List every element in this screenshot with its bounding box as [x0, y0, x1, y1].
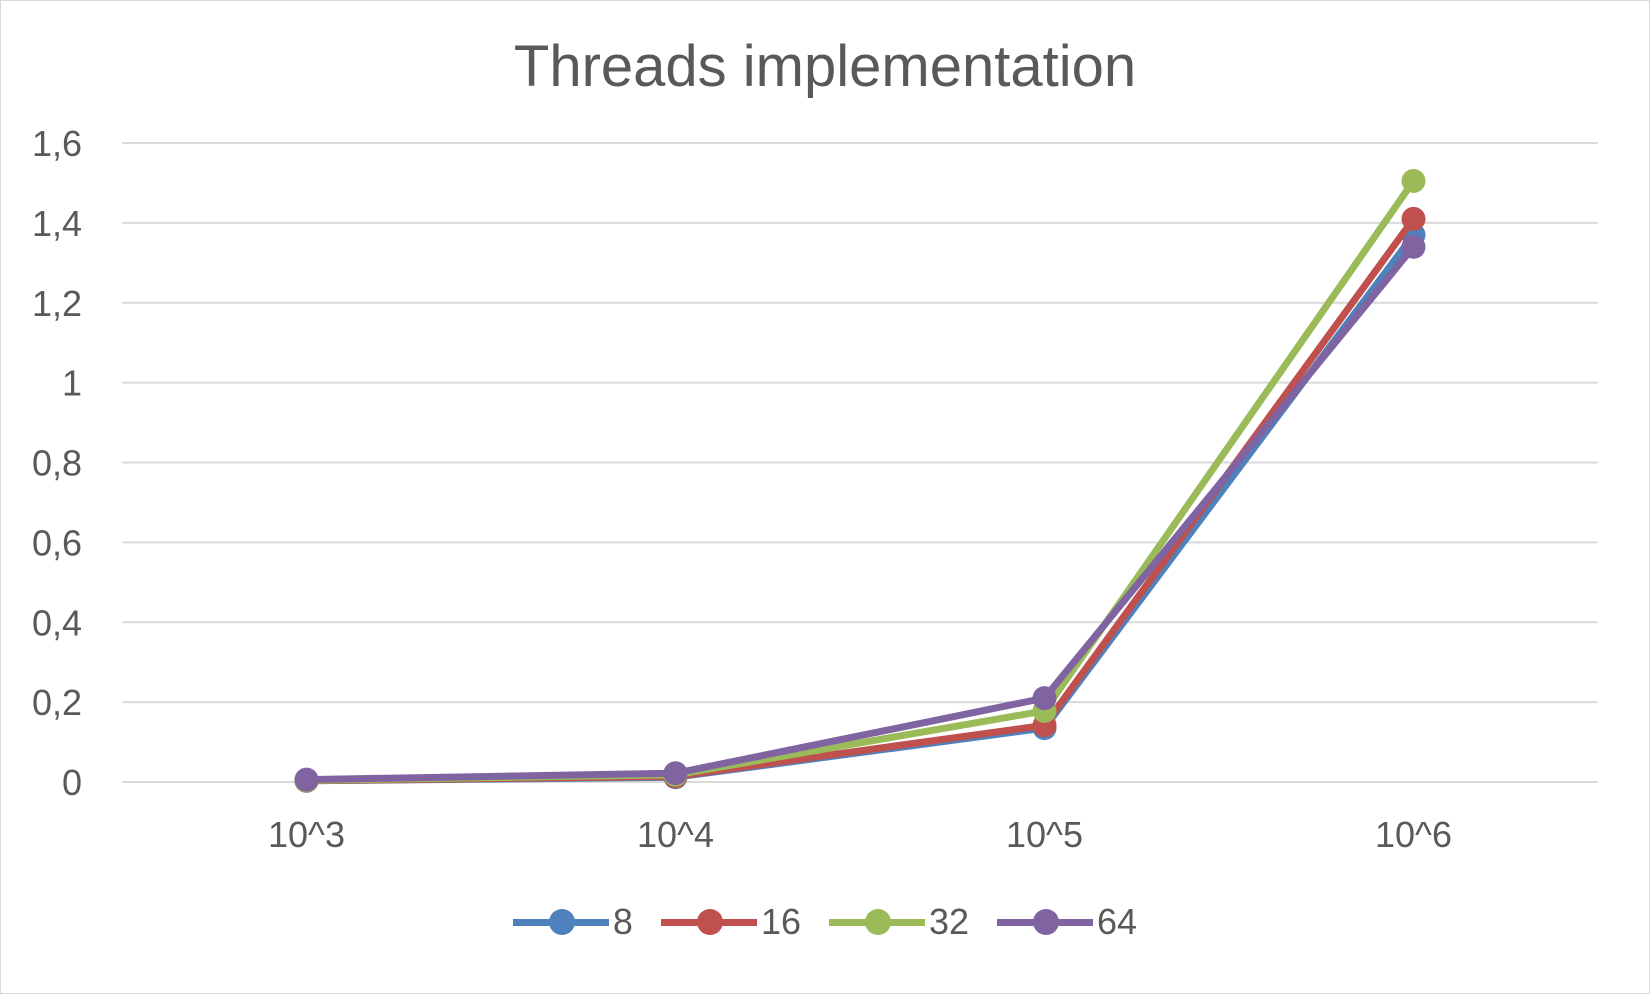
data-point	[1401, 168, 1426, 193]
x-tick-label: 10^4	[637, 814, 714, 855]
data-point	[663, 761, 688, 786]
series-line	[303, 177, 1417, 784]
chart-legend: 8 16 32 64	[0, 904, 1650, 940]
y-tick-label: 0,2	[32, 682, 82, 723]
y-tick-label: 0,4	[32, 602, 82, 643]
legend-marker	[1033, 909, 1060, 935]
legend-label: 8	[612, 901, 633, 942]
gridlines	[122, 142, 1598, 783]
series-64	[294, 234, 1426, 792]
legend-item: 16	[660, 901, 801, 942]
legend-swatch	[997, 908, 1094, 936]
legend-marker	[548, 909, 575, 935]
series-16	[294, 206, 1426, 793]
y-axis-ticks: 0 0,2 0,4 0,6 0,8 1 1,2 1,4 1,6	[32, 123, 82, 803]
y-tick-label: 1	[62, 363, 82, 404]
x-axis-ticks: 10^3 10^4 10^5 10^6	[268, 814, 1452, 855]
legend-item: 8	[512, 901, 633, 942]
legend-item: 64	[997, 904, 1137, 940]
y-tick-label: 1,2	[32, 283, 82, 324]
y-tick-label: 1,4	[32, 203, 82, 244]
series-line	[303, 243, 1417, 784]
y-tick-label: 1,6	[32, 123, 82, 164]
legend-item: 32	[828, 901, 970, 942]
legend-label: 64	[1097, 901, 1138, 942]
legend-marker	[696, 909, 723, 935]
chart-title: Threads implementation	[513, 34, 1137, 99]
legend-label: 32	[928, 901, 970, 942]
series-line	[303, 231, 1417, 785]
legend-swatch	[512, 908, 609, 936]
legend-swatch	[828, 908, 925, 936]
legend-swatch	[660, 908, 757, 936]
data-point	[1401, 234, 1426, 259]
x-tick-label: 10^5	[1006, 814, 1083, 855]
y-tick-label: 0,8	[32, 443, 82, 484]
y-tick-label: 0	[62, 762, 82, 803]
series-lines	[294, 168, 1426, 793]
y-tick-label: 0,6	[32, 522, 82, 563]
data-point	[1401, 206, 1426, 231]
x-tick-label: 10^6	[1375, 814, 1452, 855]
legend-label: 16	[760, 901, 801, 942]
legend-marker	[864, 909, 891, 935]
data-point	[1032, 686, 1057, 711]
series-32	[294, 168, 1426, 793]
data-point	[294, 767, 319, 792]
x-tick-label: 10^3	[268, 814, 345, 855]
series-8	[294, 222, 1426, 793]
